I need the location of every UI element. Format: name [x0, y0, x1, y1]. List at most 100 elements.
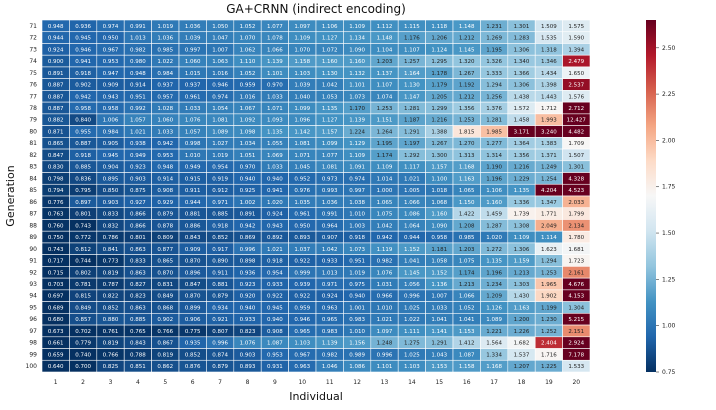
cell-value-label: 0.980 [130, 59, 146, 65]
cell-value-label: 1.398 [541, 83, 557, 89]
cell-value-label: 1.066 [404, 200, 420, 206]
cell-value-label: 1.303 [514, 282, 530, 288]
cell-value-label: 1.052 [459, 305, 475, 311]
cell-value-label: 0.958 [103, 106, 119, 112]
cell-value-label: 0.931 [267, 364, 283, 370]
cell-value-label: 1.107 [404, 47, 420, 53]
cell-value-label: 1.075 [459, 259, 475, 265]
cell-value-label: 0.963 [322, 305, 338, 311]
cell-value-label: 1.077 [322, 153, 338, 159]
cell-value-label: 0.890 [212, 259, 228, 265]
cell-value-label: 1.306 [514, 83, 530, 89]
cell-value-label: 0.945 [103, 153, 119, 159]
cell-value-label: 0.640 [48, 364, 64, 370]
cell-value-label: 0.787 [103, 282, 119, 288]
cell-value-label: 1.216 [431, 118, 447, 124]
cell-value-label: 0.911 [212, 270, 228, 276]
cell-value-label: 2.049 [541, 223, 557, 229]
cell-value-label: 1.003 [349, 223, 365, 229]
cell-value-label: 1.054 [212, 106, 228, 112]
cell-value-label: 1.199 [541, 305, 557, 311]
cell-value-label: 0.940 [240, 305, 256, 311]
cell-value-label: 1.109 [377, 165, 393, 171]
cell-value-label: 1.070 [240, 36, 256, 42]
cell-value-label: 0.942 [240, 223, 256, 229]
cell-value-label: 0.680 [48, 317, 64, 323]
cell-value-label: 1.066 [459, 294, 475, 300]
cell-value-label: 1.071 [267, 106, 283, 112]
cell-value-label: 0.948 [157, 165, 173, 171]
cell-value-label: 1.681 [568, 247, 584, 253]
cell-value-label: 1.087 [267, 341, 283, 347]
y-tick-label: 87 [29, 211, 37, 218]
cell-value-label: 1.623 [541, 247, 557, 253]
cell-value-label: 1.042 [322, 247, 338, 253]
cell-value-label: 1.000 [377, 188, 393, 194]
cell-value-label: 1.174 [377, 153, 393, 159]
y-tick-label: 76 [29, 82, 37, 89]
cell-value-label: 0.952 [294, 176, 310, 182]
x-tick-label: 18 [518, 379, 526, 386]
colorbar [646, 20, 656, 372]
cell-value-label: 1.139 [322, 341, 338, 347]
cell-value-label: 0.766 [103, 352, 119, 358]
cell-value-label: 0.983 [322, 329, 338, 335]
y-tick-label: 84 [29, 175, 37, 182]
cell-value-label: 1.127 [322, 36, 338, 42]
cell-value-label: 1.176 [404, 36, 420, 42]
x-tick-label: 1 [54, 379, 58, 386]
cell-value-label: 0.971 [212, 200, 228, 206]
cell-value-label: 0.750 [48, 235, 64, 241]
cell-value-label: 1.771 [541, 212, 557, 218]
cell-value-label: 0.933 [322, 259, 338, 265]
cell-value-label: 0.996 [404, 294, 420, 300]
cell-value-label: 1.096 [294, 118, 310, 124]
y-tick-label: 74 [29, 58, 37, 65]
y-tick-label: 85 [29, 187, 37, 194]
cell-value-label: 1.073 [349, 94, 365, 100]
cell-value-label: 0.953 [267, 352, 283, 358]
cell-value-label: 1.575 [568, 24, 584, 30]
cell-value-label: 0.743 [48, 247, 64, 253]
cell-value-label: 0.974 [349, 176, 365, 182]
cell-value-label: 0.715 [48, 270, 64, 276]
cell-value-label: 1.281 [404, 106, 420, 112]
cell-value-label: 1.356 [459, 106, 475, 112]
cell-value-label: 1.097 [377, 329, 393, 335]
cell-value-label: 0.870 [185, 294, 201, 300]
cell-value-label: 1.160 [322, 59, 338, 65]
cell-value-label: 1.130 [322, 71, 338, 77]
cell-value-label: 0.673 [48, 329, 64, 335]
cell-value-label: 1.135 [267, 129, 283, 135]
cell-value-label: 0.877 [157, 247, 173, 253]
y-tick-label: 98 [29, 340, 37, 347]
cell-value-label: 1.065 [377, 200, 393, 206]
cell-value-label: 1.076 [377, 270, 393, 276]
cell-value-label: 1.047 [212, 36, 228, 42]
x-tick-label: 17 [490, 379, 498, 386]
cell-value-label: 0.802 [75, 270, 91, 276]
cell-value-label: 0.944 [48, 36, 64, 42]
cell-value-label: 1.196 [486, 176, 502, 182]
cell-value-label: 0.812 [75, 247, 91, 253]
cell-value-label: 1.093 [267, 118, 283, 124]
x-tick-label: 9 [273, 379, 277, 386]
cell-value-label: 1.036 [185, 24, 201, 30]
cell-value-label: 0.914 [157, 176, 173, 182]
cell-value-label: 0.966 [377, 294, 393, 300]
cell-value-label: 0.914 [130, 83, 146, 89]
cell-value-label: 4.676 [568, 282, 584, 288]
cell-value-label: 12.427 [567, 118, 587, 124]
cell-value-label: 0.967 [294, 352, 310, 358]
cell-value-label: 1.046 [322, 364, 338, 370]
cell-value-label: 1.042 [377, 223, 393, 229]
cell-value-label: 0.852 [212, 235, 228, 241]
cell-value-label: 0.887 [75, 141, 91, 147]
cell-value-label: 0.819 [103, 341, 119, 347]
cell-value-label: 0.763 [48, 212, 64, 218]
y-tick-label: 88 [29, 222, 37, 229]
cell-value-label: 1.086 [404, 212, 420, 218]
cell-value-label: 1.150 [459, 200, 475, 206]
cell-value-label: 1.507 [568, 153, 584, 159]
